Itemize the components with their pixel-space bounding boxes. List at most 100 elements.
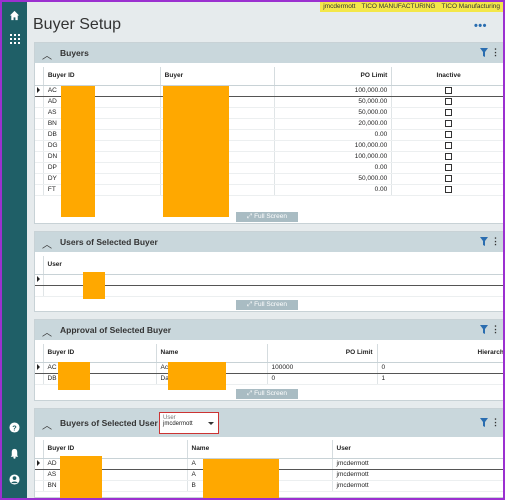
row-selector[interactable] xyxy=(35,361,44,374)
buyer-id-cell: DN xyxy=(43,151,161,163)
row-selector[interactable] xyxy=(35,173,44,185)
inactive-checkbox[interactable] xyxy=(445,86,453,94)
row-selector[interactable] xyxy=(35,107,44,119)
chevron-up-icon[interactable]: ︿ xyxy=(42,51,52,62)
buyers-table: Buyer ID Buyer PO Limit Inactive ACA100,… xyxy=(35,67,503,196)
buyers-fullscreen-button[interactable]: ⤢ Full Screen xyxy=(236,212,298,222)
table-row[interactable]: BNB20,000.00 xyxy=(35,118,503,130)
redaction-block xyxy=(83,272,105,299)
inactive-checkbox[interactable] xyxy=(445,141,453,149)
kebab-menu-icon[interactable]: ⋮ xyxy=(491,417,500,427)
filter-icon[interactable] xyxy=(480,48,488,57)
row-selector[interactable] xyxy=(35,118,44,130)
table-row[interactable]: AC Ac 100000 0 xyxy=(35,361,503,374)
users-fullscreen-button[interactable]: ⤢ Full Screen xyxy=(236,300,298,310)
filter-icon[interactable] xyxy=(480,325,488,334)
kebab-menu-icon[interactable]: ⋮ xyxy=(491,324,500,334)
inactive-cell xyxy=(391,173,503,185)
page-more-button[interactable]: ••• xyxy=(473,20,487,32)
row-pointer-icon xyxy=(37,459,40,466)
table-row[interactable]: DYD50,000.00 xyxy=(35,173,503,185)
col-buyer[interactable]: Buyer xyxy=(160,67,276,86)
approval-table-body: AC Ac 100000 0 DB Da 0 1 xyxy=(35,361,503,385)
table-row[interactable]: FTF0.00 xyxy=(35,184,503,196)
user-select-label: User xyxy=(163,415,176,421)
home-icon[interactable] xyxy=(7,10,22,25)
bell-icon[interactable] xyxy=(7,448,22,463)
redaction-block xyxy=(203,459,279,498)
table-row[interactable]: DBD0.00 xyxy=(35,129,503,141)
col-approval-po-limit[interactable]: PO Limit xyxy=(267,344,378,363)
redaction-block xyxy=(168,362,226,390)
col-bou-name[interactable]: Name xyxy=(187,440,333,459)
inactive-checkbox[interactable] xyxy=(445,97,453,105)
table-row[interactable]: DB Da 0 1 xyxy=(35,373,503,385)
table-row[interactable]: B xyxy=(35,273,503,286)
table-row[interactable]: ADA50,000.00 xyxy=(35,96,503,108)
chevron-up-icon[interactable]: ︿ xyxy=(42,421,52,432)
buyer-id-cell: DP xyxy=(43,162,161,174)
approval-po-limit-cell: 0 xyxy=(267,373,378,385)
col-approval-name[interactable]: Name xyxy=(156,344,268,363)
chevron-up-icon[interactable]: ︿ xyxy=(42,328,52,339)
row-selector[interactable] xyxy=(35,457,44,470)
row-selector[interactable] xyxy=(35,469,44,481)
col-buyer-id[interactable]: Buyer ID xyxy=(43,67,161,86)
row-selector[interactable] xyxy=(35,84,44,97)
buyers-panel-title: Buyers xyxy=(60,48,89,58)
table-row[interactable]: ASA50,000.00 xyxy=(35,107,503,119)
approval-po-limit-cell: 100000 xyxy=(267,361,378,374)
row-selector[interactable] xyxy=(35,184,44,196)
inactive-checkbox[interactable] xyxy=(445,152,453,160)
inactive-checkbox[interactable] xyxy=(445,174,453,182)
row-selector[interactable] xyxy=(35,285,44,297)
po-limit-cell: 100,000.00 xyxy=(274,151,393,163)
inactive-checkbox[interactable] xyxy=(445,130,453,138)
user-icon[interactable] xyxy=(7,474,22,489)
inactive-checkbox[interactable] xyxy=(445,108,453,116)
row-selector[interactable] xyxy=(35,373,44,385)
bou-buyer-id-cell: AS xyxy=(43,469,188,481)
inactive-cell xyxy=(391,129,503,141)
inactive-checkbox[interactable] xyxy=(445,185,453,193)
user-select[interactable]: User jmcdermott xyxy=(159,412,219,434)
row-selector[interactable] xyxy=(35,140,44,152)
col-bou-user[interactable]: User xyxy=(332,440,503,459)
inactive-cell xyxy=(391,151,503,163)
row-selector[interactable] xyxy=(35,129,44,141)
col-approval-buyer-id[interactable]: Buyer ID xyxy=(43,344,157,363)
po-limit-cell: 0.00 xyxy=(274,184,393,196)
table-row[interactable]: DND100,000.00 xyxy=(35,151,503,163)
table-row[interactable]: ACA100,000.00 xyxy=(35,84,503,97)
buyers-panel: ︿ Buyers ⋮ Buyer ID Buyer PO Limit Inact… xyxy=(34,42,503,224)
col-user[interactable]: User xyxy=(43,256,503,275)
approval-panel: ︿ Approval of Selected Buyer ⋮ Buyer ID … xyxy=(34,319,503,401)
kebab-menu-icon[interactable]: ⋮ xyxy=(491,47,500,57)
approval-fullscreen-button[interactable]: ⤢ Full Screen xyxy=(236,389,298,399)
inactive-cell xyxy=(391,162,503,174)
row-selector[interactable] xyxy=(35,273,44,286)
row-selector[interactable] xyxy=(35,96,44,108)
inactive-checkbox[interactable] xyxy=(445,119,453,127)
table-row[interactable]: DPD0.00 xyxy=(35,162,503,174)
po-limit-cell: 50,000.00 xyxy=(274,173,393,185)
chevron-up-icon[interactable]: ︿ xyxy=(42,240,52,251)
col-approval-hierarchy[interactable]: Hierarchy xyxy=(377,344,503,363)
row-selector[interactable] xyxy=(35,480,44,492)
inactive-cell xyxy=(391,140,503,152)
kebab-menu-icon[interactable]: ⋮ xyxy=(491,236,500,246)
filter-icon[interactable] xyxy=(480,237,488,246)
table-row[interactable]: lo xyxy=(35,285,503,297)
table-row[interactable]: DGD100,000.00 xyxy=(35,140,503,152)
row-selector[interactable] xyxy=(35,162,44,174)
filter-icon[interactable] xyxy=(480,418,488,427)
col-bou-buyer-id[interactable]: Buyer ID xyxy=(43,440,188,459)
po-limit-cell: 0.00 xyxy=(274,129,393,141)
session-info: jmcdermott TICO MANUFACTURING TICO Manuf… xyxy=(320,2,503,12)
row-selector[interactable] xyxy=(35,151,44,163)
inactive-checkbox[interactable] xyxy=(445,163,453,171)
col-inactive[interactable]: Inactive xyxy=(391,67,503,86)
grid-icon[interactable] xyxy=(7,34,22,49)
col-po-limit[interactable]: PO Limit xyxy=(274,67,393,86)
help-icon[interactable]: ? xyxy=(7,422,22,437)
